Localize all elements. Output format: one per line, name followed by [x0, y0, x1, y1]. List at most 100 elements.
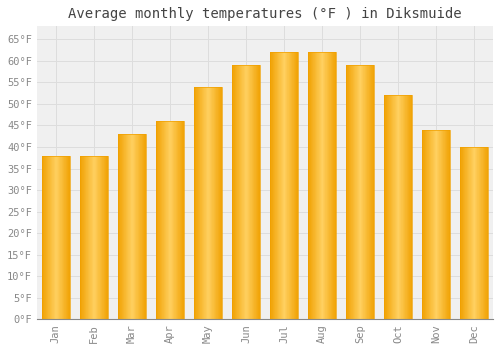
Bar [410, 95, 411, 320]
Bar [232, 65, 233, 320]
Bar [253, 65, 254, 320]
Bar [197, 87, 198, 320]
Bar [199, 87, 200, 320]
Bar [448, 130, 449, 320]
Bar [334, 52, 335, 320]
Bar [259, 65, 260, 320]
Bar [63, 156, 64, 320]
Bar [82, 156, 83, 320]
Bar [46, 156, 48, 320]
Bar [91, 156, 92, 320]
Bar [125, 134, 126, 320]
Bar [202, 87, 203, 320]
Bar [105, 156, 106, 320]
Bar [327, 52, 328, 320]
Bar [86, 156, 87, 320]
Bar [460, 147, 461, 320]
Bar [473, 147, 474, 320]
Bar [239, 65, 240, 320]
Bar [362, 65, 363, 320]
Bar [373, 65, 374, 320]
Bar [403, 95, 404, 320]
Bar [100, 156, 102, 320]
Bar [391, 95, 392, 320]
Bar [312, 52, 313, 320]
Bar [208, 87, 209, 320]
Bar [213, 87, 214, 320]
Bar [399, 95, 400, 320]
Bar [435, 130, 436, 320]
Bar [273, 52, 274, 320]
Bar [250, 65, 251, 320]
Bar [315, 52, 316, 320]
Bar [365, 65, 366, 320]
Bar [138, 134, 140, 320]
Bar [120, 134, 121, 320]
Bar [209, 87, 210, 320]
Bar [212, 87, 213, 320]
Bar [320, 52, 321, 320]
Bar [83, 156, 84, 320]
Bar [474, 147, 475, 320]
Bar [122, 134, 124, 320]
Bar [369, 65, 370, 320]
Bar [405, 95, 406, 320]
Bar [249, 65, 250, 320]
Bar [404, 95, 405, 320]
Bar [482, 147, 483, 320]
Bar [132, 134, 133, 320]
Bar [174, 121, 175, 320]
Bar [317, 52, 318, 320]
Bar [64, 156, 65, 320]
Bar [467, 147, 468, 320]
Bar [161, 121, 162, 320]
Bar [207, 87, 208, 320]
Bar [394, 95, 395, 320]
Bar [439, 130, 440, 320]
Bar [92, 156, 94, 320]
Bar [130, 134, 132, 320]
Bar [252, 65, 253, 320]
Bar [408, 95, 409, 320]
Bar [387, 95, 388, 320]
Bar [402, 95, 403, 320]
Bar [104, 156, 105, 320]
Bar [88, 156, 90, 320]
Bar [288, 52, 289, 320]
Bar [314, 52, 315, 320]
Bar [363, 65, 364, 320]
Bar [237, 65, 238, 320]
Bar [255, 65, 256, 320]
Bar [397, 95, 398, 320]
Bar [296, 52, 297, 320]
Bar [221, 87, 222, 320]
Bar [67, 156, 68, 320]
Bar [472, 147, 473, 320]
Bar [234, 65, 235, 320]
Bar [170, 121, 171, 320]
Bar [196, 87, 197, 320]
Bar [206, 87, 207, 320]
Bar [159, 121, 160, 320]
Bar [349, 65, 350, 320]
Bar [56, 156, 57, 320]
Bar [357, 65, 358, 320]
Bar [308, 52, 336, 320]
Bar [443, 130, 444, 320]
Bar [157, 121, 158, 320]
Bar [361, 65, 362, 320]
Bar [346, 65, 347, 320]
Bar [45, 156, 46, 320]
Bar [385, 95, 386, 320]
Bar [464, 147, 465, 320]
Bar [441, 130, 442, 320]
Bar [326, 52, 327, 320]
Bar [124, 134, 125, 320]
Bar [283, 52, 284, 320]
Bar [241, 65, 242, 320]
Bar [463, 147, 464, 320]
Bar [429, 130, 430, 320]
Bar [324, 52, 325, 320]
Bar [245, 65, 246, 320]
Bar [311, 52, 312, 320]
